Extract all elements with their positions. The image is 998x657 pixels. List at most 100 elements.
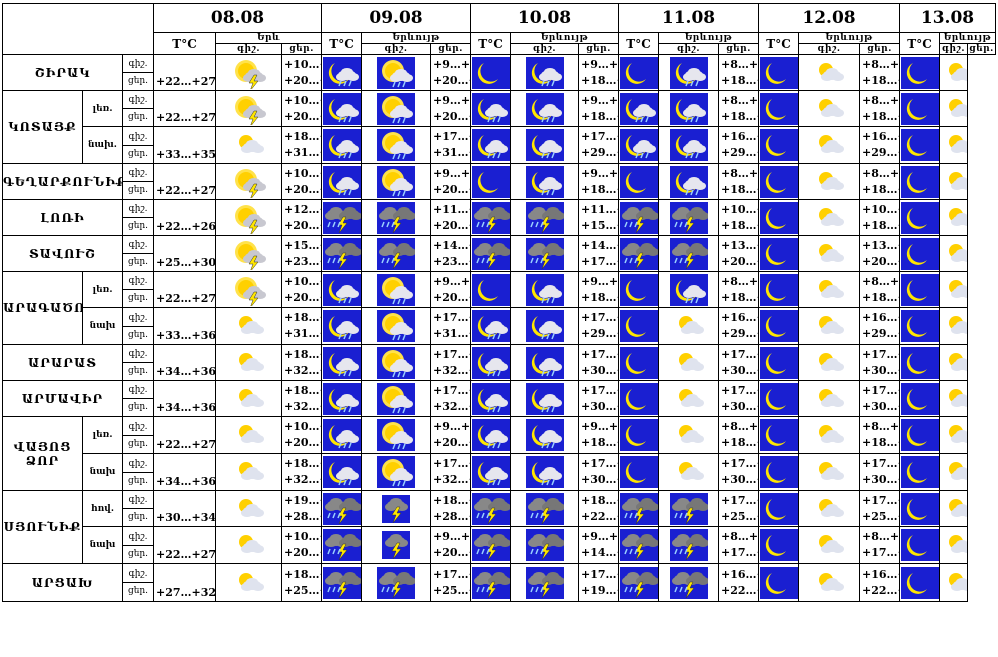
weather-sun-rain-icon — [377, 346, 416, 379]
temp-night: +16…+19 — [721, 567, 758, 581]
temp-day: +18…+23 — [721, 436, 758, 449]
night-label: գիշ. — [123, 92, 153, 109]
temperature-value: +22…+27 — [153, 416, 217, 454]
temp-day: +20…+25 — [433, 290, 470, 304]
weather-cell-night — [899, 416, 941, 454]
temp-day: +33…+35 — [156, 148, 216, 161]
temp-night: +14…+19 — [433, 238, 470, 252]
date-header: 08.08 — [153, 3, 323, 33]
period-labels: գիշ. ցեր. — [121, 526, 155, 564]
weather-cell-day — [939, 199, 968, 236]
weather-cell-night — [758, 307, 800, 345]
temperature-value: +25…+30 — [153, 235, 217, 272]
temp-night: +17…+20 — [721, 383, 758, 397]
night-label: գիշ. — [123, 165, 153, 182]
weather-cell-night — [758, 490, 800, 527]
temp-day: +25…+30 — [433, 583, 470, 597]
day-label: ցեր. — [127, 475, 149, 486]
subregion-label: նախ — [82, 526, 123, 564]
day-label: ցեր. — [127, 402, 149, 412]
temp-day: +30…+34 — [156, 511, 216, 524]
weather-cell-day — [939, 416, 968, 454]
weather-sun-cloud-icon — [940, 346, 967, 379]
temperature-value: +18…+20 +31…+33 — [281, 126, 323, 164]
weather-cell-night — [321, 199, 363, 236]
weather-cell-day — [798, 271, 861, 308]
weather-cell-day — [939, 271, 968, 308]
weather-cell-night — [470, 199, 512, 236]
weather-moon-rain-icon — [525, 92, 564, 125]
temp-night: +8…+13 — [862, 274, 900, 288]
temp-night: +10…+15 — [284, 93, 321, 107]
weather-moon-rain-icon — [669, 92, 708, 125]
temp-night: +16…+18 — [862, 311, 899, 324]
weather-cell — [215, 235, 283, 272]
weather-cell — [215, 416, 283, 454]
table-row: նախ.գիշ.ցեր.+33…+35+18…+20+31…+33+17…+19… — [3, 126, 996, 164]
temperature-value: +8…+13 +18…+23 — [859, 416, 901, 454]
day-label: ցեր. — [127, 438, 149, 449]
weather-cell-day — [658, 490, 720, 527]
temp-night: +17…+19 — [581, 311, 618, 324]
weather-cell — [215, 563, 283, 602]
weather-cell-day — [658, 344, 720, 381]
temp-day: +30…+32 — [581, 363, 618, 377]
temperature-value: +22…+27 — [153, 271, 217, 308]
temperature-value: +9…+14 +14…+18 — [578, 526, 620, 564]
temp-day: +18…+23 — [721, 73, 758, 87]
temperature-header: T°C — [153, 32, 217, 55]
temperature-value: +10…+15 +20…+25 — [281, 526, 323, 564]
weather-storm-icon — [471, 529, 510, 561]
weather-moon-rain-icon — [525, 346, 564, 379]
temp-night: +9…+14 — [581, 57, 619, 71]
weather-moon-icon — [759, 566, 798, 599]
weather-storm-icon — [322, 201, 361, 234]
night-label: գիշ. — [123, 492, 153, 509]
weather-moon-icon — [759, 419, 798, 451]
temperature-value: +17…+20 +30…+32 — [718, 453, 760, 491]
temp-day: +18…+23 — [581, 73, 618, 87]
temp-day: +34…+36 — [156, 365, 216, 378]
weather-cell-day — [510, 163, 580, 200]
weather-sun-cloud-icon — [940, 92, 967, 125]
period-labels: գիշ. ցեր. — [121, 90, 155, 127]
weather-sun-cloud-icon — [810, 273, 849, 306]
weather-cell-night — [321, 416, 363, 454]
weather-storm-icon — [471, 201, 510, 234]
weather-cell-day — [361, 307, 432, 345]
weather-cell-night — [618, 344, 660, 381]
weather-sun-storm-icon — [229, 201, 268, 234]
day-label: ցեր. — [127, 76, 149, 86]
temp-night: +17…+20 — [433, 567, 470, 581]
region-name: ԱՐՄԱՎԻՐ — [2, 380, 123, 417]
weather-sun-storm-icon — [229, 237, 268, 270]
day-header: ցեր. — [859, 43, 901, 55]
temperature-value: +9…+14 +18…+23 — [578, 416, 620, 454]
weather-moon-rain-icon — [525, 382, 564, 415]
weather-cell — [215, 490, 283, 527]
weather-cell-day — [939, 344, 968, 381]
temp-day: +29…+32 — [862, 327, 899, 340]
weather-cell-night — [899, 54, 941, 91]
weather-cell-night — [470, 126, 512, 164]
temp-day: +20…+25 — [433, 546, 470, 559]
weather-cell-day — [798, 563, 861, 602]
weather-sun-cloud-icon — [940, 237, 967, 270]
temperature-value: +17…+21 +25…+29 — [718, 490, 760, 527]
temp-night: +9…+14 — [581, 530, 619, 543]
subregion-label: լեռ. — [82, 271, 123, 308]
temp-day: +22…+27 — [156, 184, 216, 197]
weather-cell-day — [658, 453, 720, 491]
temp-day: +32…+34 — [433, 363, 470, 377]
weather-sun-rain-icon — [377, 419, 416, 451]
weather-cell-day — [510, 271, 580, 308]
weather-cell-day — [658, 199, 720, 236]
temp-night: +9…+14 — [433, 274, 471, 288]
weather-cell-night — [899, 307, 941, 345]
temperature-value: +9…+14 +20…+25 — [430, 526, 472, 564]
temp-day: +30…+32 — [581, 399, 618, 413]
weather-cell-night — [758, 126, 800, 164]
temp-night: +9…+14 — [581, 274, 619, 288]
temperature-header: T°C — [758, 32, 800, 55]
weather-moon-rain-icon — [525, 456, 564, 488]
